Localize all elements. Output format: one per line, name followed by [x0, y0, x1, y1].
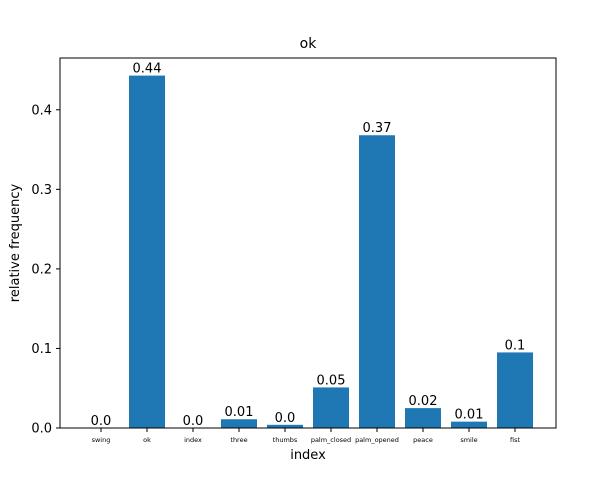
x-axis-label: index	[290, 448, 326, 463]
bar-fist	[497, 352, 533, 428]
bar-ok	[129, 75, 165, 428]
x-tick-label-ok: ok	[143, 436, 151, 444]
data-label-smile: 0.01	[455, 408, 484, 423]
y-axis: 0.0 0.1 0.2 0.3 0.4	[31, 103, 60, 437]
data-label-swing: 0.0	[91, 414, 112, 429]
x-tick-label-palm_opened: palm_opened	[355, 436, 399, 444]
data-labels-group: 0.0 0.44 0.0 0.01 0.0 0.05 0.37 0.02 0.01 0.1	[91, 62, 526, 429]
x-tick-label-palm_closed: palm_closed	[311, 436, 351, 444]
x-tick-label-swing: swing	[92, 436, 111, 444]
bar-palm_opened	[359, 135, 395, 428]
y-tick-label: 0.0	[31, 422, 52, 437]
y-tick-label: 0.2	[31, 262, 52, 277]
x-tick-label-three: three	[230, 436, 247, 444]
x-tick-label-smile: smile	[460, 436, 477, 444]
x-tick-label-thumbs: thumbs	[273, 436, 298, 444]
bar-palm_closed	[313, 387, 349, 428]
data-label-peace: 0.02	[409, 394, 438, 409]
y-tick-label: 0.3	[31, 183, 52, 198]
bar-thumbs	[267, 424, 303, 428]
data-label-thumbs: 0.0	[275, 411, 296, 426]
x-tick-label-index: index	[184, 436, 202, 444]
data-label-ok: 0.44	[133, 62, 162, 77]
y-tick-label: 0.4	[31, 103, 52, 118]
bar-peace	[405, 408, 441, 428]
chart-title: ok	[300, 36, 318, 52]
x-tick-label-peace: peace	[413, 436, 433, 444]
data-label-three: 0.01	[225, 405, 254, 420]
data-label-palm_opened: 0.37	[363, 121, 392, 136]
plot-frame	[59, 57, 557, 429]
data-label-fist: 0.1	[505, 338, 526, 353]
y-axis-label: relative frequency	[8, 184, 23, 303]
x-axis: swing ok index three thumbs palm_closed palm_o…	[92, 428, 520, 444]
x-tick-label-fist: fist	[510, 436, 520, 444]
data-label-index: 0.0	[183, 414, 204, 429]
data-label-palm_closed: 0.05	[317, 373, 346, 388]
bars-group	[129, 75, 533, 428]
y-tick-label: 0.1	[31, 342, 52, 357]
bar-three	[221, 419, 257, 428]
bar-smile	[451, 421, 487, 428]
